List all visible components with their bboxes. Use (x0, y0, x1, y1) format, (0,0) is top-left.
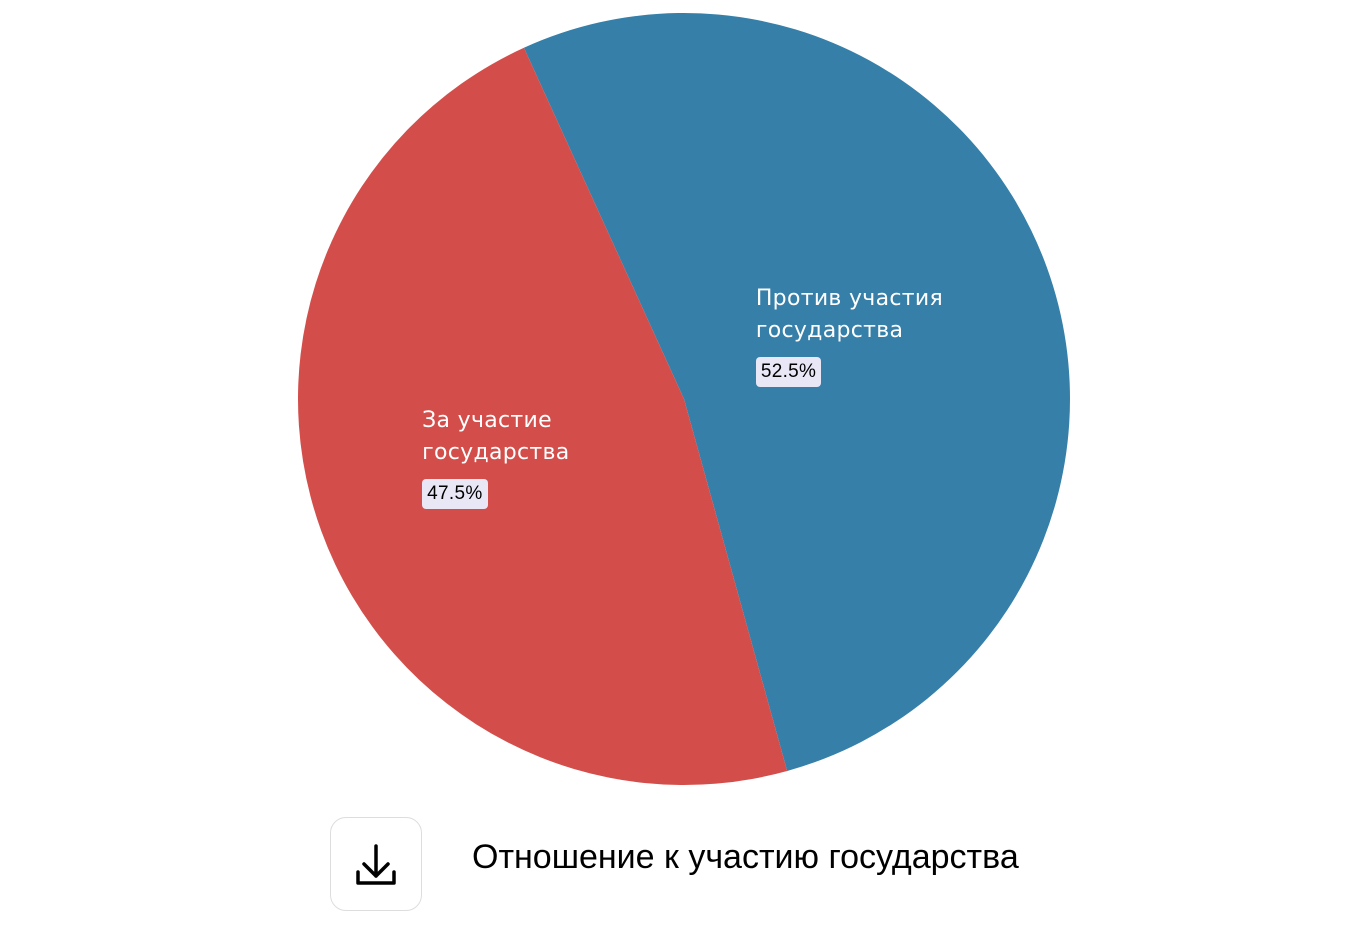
pie-slice (523, 12, 1071, 771)
value-label: 47.5% (422, 478, 488, 509)
download-button[interactable] (330, 817, 422, 911)
pie-slice (298, 47, 788, 786)
chart (298, 12, 1071, 786)
chart-title: Отношение к участию государства (472, 838, 1019, 876)
slice-label: За участие государства (422, 407, 570, 465)
value-label: 52.5% (755, 357, 822, 388)
slice-label: Против участия государства (755, 286, 944, 344)
slice-label-group: За участие государства 47.5% (422, 405, 632, 509)
download-icon (356, 844, 396, 885)
slice-label-group: Против участия государства 52.5% (755, 283, 966, 388)
